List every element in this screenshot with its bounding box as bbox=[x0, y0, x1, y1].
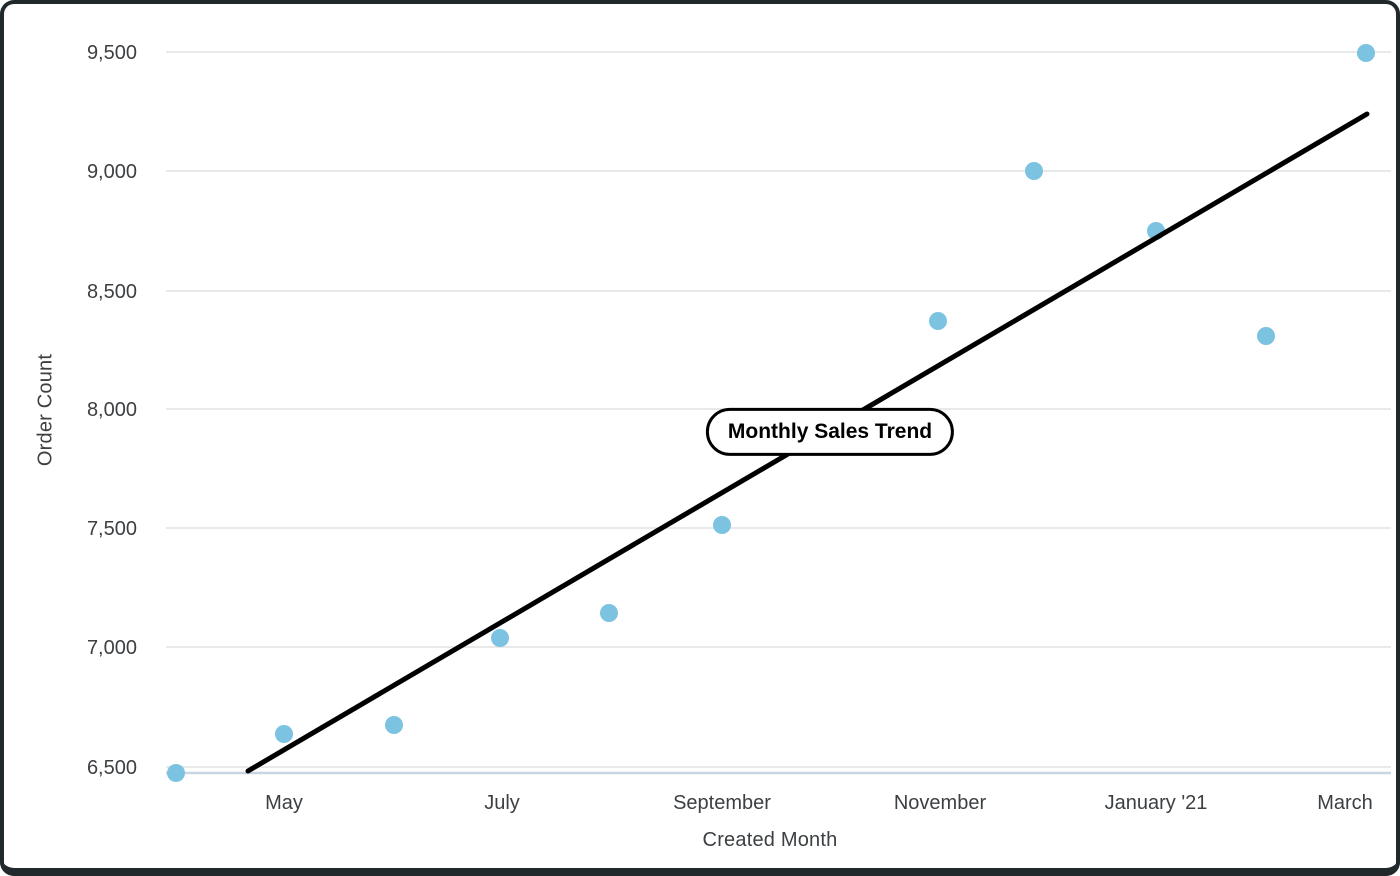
y-tick-label: 8,000 bbox=[87, 399, 137, 421]
data-point[interactable] bbox=[713, 516, 731, 534]
data-point[interactable] bbox=[275, 725, 293, 743]
x-axis-title: Created Month bbox=[702, 829, 838, 851]
data-point[interactable] bbox=[1257, 327, 1275, 345]
data-point[interactable] bbox=[1357, 44, 1375, 62]
y-tick-label: 6,500 bbox=[87, 757, 137, 779]
y-tick-label: 9,500 bbox=[87, 42, 137, 64]
data-point[interactable] bbox=[167, 764, 185, 782]
y-tick-label: 7,500 bbox=[87, 518, 137, 540]
y-axis-title: Order Count bbox=[34, 353, 57, 467]
y-tick-label: 9,000 bbox=[87, 161, 137, 183]
x-tick-label: March bbox=[1317, 792, 1373, 814]
data-point[interactable] bbox=[385, 716, 403, 734]
y-tick-label: 8,500 bbox=[87, 281, 137, 303]
x-tick-label: May bbox=[265, 792, 303, 814]
x-tick-label: July bbox=[484, 792, 520, 814]
y-tick-label: 7,000 bbox=[87, 637, 137, 659]
data-point[interactable] bbox=[1025, 162, 1043, 180]
data-point[interactable] bbox=[600, 604, 618, 622]
x-tick-label: September bbox=[673, 792, 771, 814]
x-tick-label: November bbox=[894, 792, 987, 814]
chart-title-badge[interactable]: Monthly Sales Trend bbox=[705, 407, 955, 457]
data-point[interactable] bbox=[491, 629, 509, 647]
x-tick-label: January '21 bbox=[1105, 792, 1208, 814]
data-point[interactable] bbox=[929, 312, 947, 330]
